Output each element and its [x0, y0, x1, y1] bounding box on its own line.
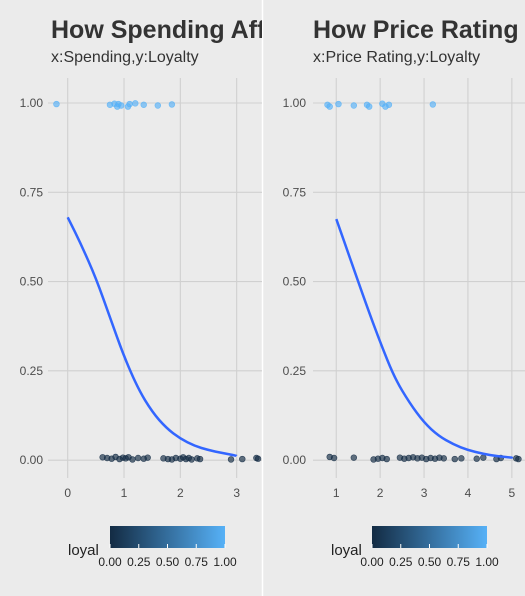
scatter-point	[383, 455, 390, 463]
scatter-point	[134, 454, 142, 462]
legend-title: loyal	[68, 542, 99, 559]
color-legend: loyal 0.00 0.25 0.50 0.75 1.00	[68, 526, 237, 569]
y-tick-label: 0.50	[283, 275, 307, 289]
scatter-point	[144, 454, 151, 461]
y-tick-label: 0.25	[283, 364, 307, 378]
chart-subtitle: x:Price Rating,y:Loyalty	[313, 49, 480, 66]
x-tick-label: 5	[508, 486, 515, 500]
scatter-point	[365, 103, 373, 110]
scatter-point	[132, 100, 139, 107]
y-tick-label: 0.50	[20, 275, 44, 289]
scatter-point	[429, 101, 437, 108]
x-tick-label: 2	[377, 486, 384, 500]
legend-tick-label: 0.00	[98, 555, 122, 569]
x-tick-labels: 1 2 3 4 5	[333, 486, 516, 500]
legend-title: loyal	[331, 542, 362, 559]
scatter-point	[326, 103, 333, 110]
legend-tick-label: 0.00	[360, 555, 384, 569]
legend-tick-label: 1.00	[475, 555, 499, 569]
chart-title: How Spending Affects Loyalty	[51, 16, 410, 44]
grid-lines	[48, 78, 262, 478]
grid-lines	[313, 78, 525, 478]
scatter-point	[480, 454, 487, 461]
legend-colorbar	[372, 526, 487, 548]
legend-tick-label: 0.50	[418, 555, 442, 569]
scatter-point	[350, 102, 358, 109]
chart-subtitle: x:Spending,y:Loyalty	[51, 49, 199, 66]
legend-tick-label: 0.75	[447, 555, 471, 569]
legend-tick-labels: 0.00 0.25 0.50 0.75 1.00	[360, 544, 499, 569]
y-tick-labels: 0.00 0.25 0.50 0.75 1.00	[20, 96, 44, 467]
color-legend: loyal 0.00 0.25 0.50 0.75 1.00	[331, 526, 499, 569]
scatter-point	[53, 100, 60, 108]
x-tick-label: 1	[121, 486, 128, 500]
y-tick-label: 0.00	[283, 453, 307, 467]
y-tick-label: 0.75	[283, 185, 307, 199]
scatter-point	[385, 101, 393, 108]
y-tick-label: 1.00	[283, 96, 307, 110]
y-tick-label: 1.00	[20, 96, 44, 110]
scatter-point	[140, 101, 147, 108]
scatter-point	[168, 101, 176, 108]
scatter-point	[350, 454, 358, 461]
legend-tick-label: 1.00	[213, 555, 237, 569]
scatter-point	[458, 455, 465, 462]
scatter-point	[440, 455, 447, 462]
scatter-point	[154, 102, 162, 109]
panel-price-rating: How Price Rating Affects Loyalty x:Price…	[283, 16, 525, 569]
scatter-point	[188, 456, 195, 463]
x-tick-labels: 0 1 2 3	[64, 486, 240, 500]
y-tick-label: 0.25	[20, 364, 44, 378]
legend-colorbar	[110, 526, 225, 548]
x-tick-label: 0	[64, 486, 71, 500]
legend-tick-label: 0.25	[389, 555, 413, 569]
panel-spending: How Spending Affects Loyalty x:Spending,…	[20, 16, 410, 569]
scatter-point	[196, 455, 204, 463]
scatter-points	[53, 100, 262, 463]
scatter-point	[239, 455, 246, 463]
scatter-point	[330, 454, 338, 462]
scatter-point	[335, 100, 342, 108]
x-tick-label: 3	[233, 486, 240, 500]
scatter-point	[227, 456, 235, 463]
scatter-point	[515, 455, 522, 463]
legend-tick-label: 0.25	[127, 555, 151, 569]
scatter-point	[129, 456, 136, 463]
scatter-point	[118, 102, 125, 109]
chart-title: How Price Rating Affects Loyalty	[313, 16, 525, 44]
scatter-point	[473, 455, 480, 462]
legend-tick-label: 0.75	[185, 555, 209, 569]
x-tick-label: 1	[333, 486, 340, 500]
scatter-point	[451, 455, 458, 463]
scatter-points	[324, 100, 522, 463]
x-tick-label: 2	[177, 486, 184, 500]
y-tick-labels: 0.00 0.25 0.50 0.75 1.00	[283, 96, 307, 467]
x-tick-label: 4	[465, 486, 472, 500]
fit-line	[66, 216, 238, 458]
fit-line	[335, 218, 514, 459]
x-tick-label: 3	[421, 486, 428, 500]
scatter-point	[124, 103, 132, 110]
y-tick-label: 0.75	[20, 185, 44, 199]
legend-tick-label: 0.50	[156, 555, 180, 569]
legend-tick-labels: 0.00 0.25 0.50 0.75 1.00	[98, 544, 237, 569]
y-tick-label: 0.00	[20, 453, 44, 467]
scatter-point	[254, 455, 262, 462]
